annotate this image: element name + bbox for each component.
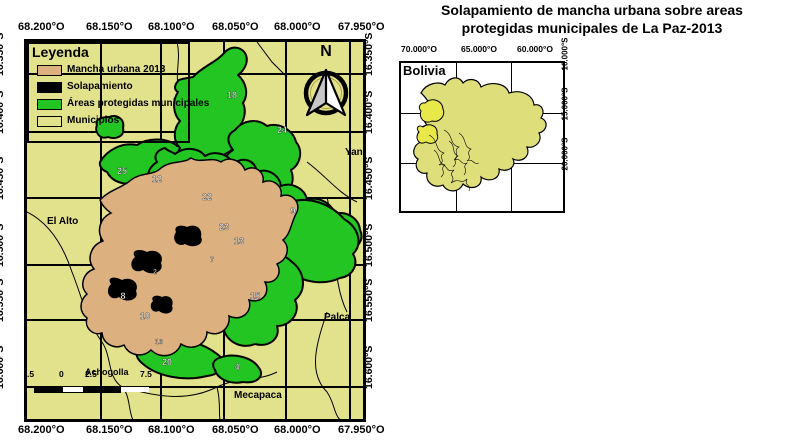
svg-text:15: 15 [250, 291, 260, 301]
svg-text:20: 20 [162, 357, 172, 367]
svg-text:4: 4 [234, 362, 239, 372]
svg-text:13: 13 [234, 236, 244, 246]
svg-text:9: 9 [290, 206, 295, 216]
svg-text:7: 7 [210, 257, 214, 264]
svg-text:24: 24 [277, 125, 287, 135]
svg-text:2: 2 [153, 269, 157, 276]
svg-text:25: 25 [117, 166, 127, 176]
svg-text:18: 18 [227, 90, 237, 100]
svg-text:12: 12 [152, 174, 162, 184]
svg-text:23: 23 [219, 222, 229, 232]
svg-text:22: 22 [202, 192, 212, 202]
svg-text:16: 16 [155, 339, 163, 346]
svg-text:8: 8 [120, 291, 125, 301]
svg-text:10: 10 [140, 311, 150, 321]
